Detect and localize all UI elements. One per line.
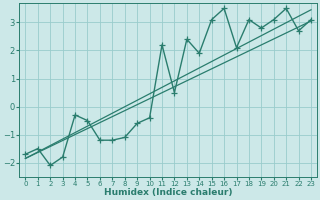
X-axis label: Humidex (Indice chaleur): Humidex (Indice chaleur) [104,188,232,197]
